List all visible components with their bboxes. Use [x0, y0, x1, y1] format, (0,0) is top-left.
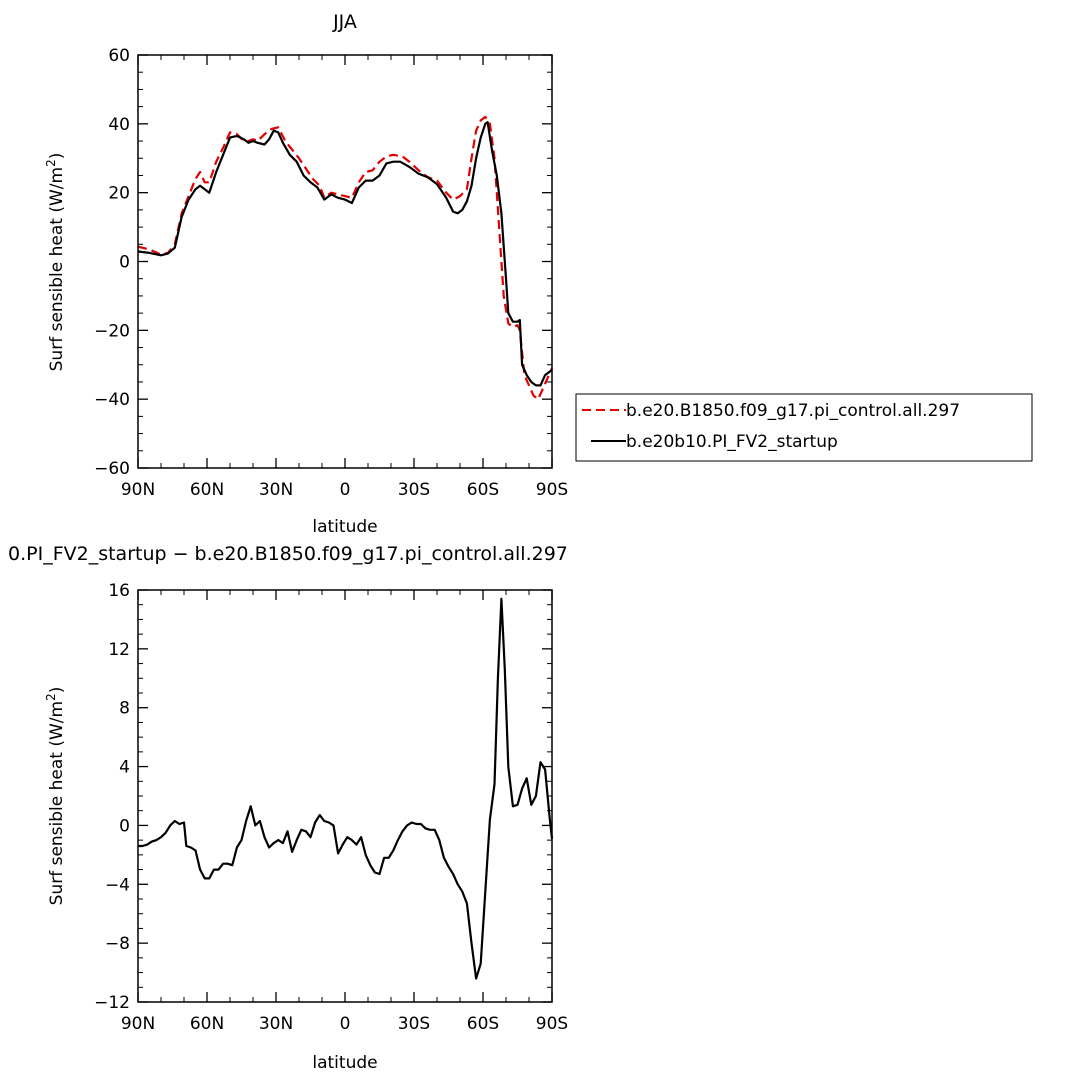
- x-tick-label: 0: [340, 480, 351, 500]
- legend-box: [575, 393, 1033, 462]
- y-tick-label: 0: [119, 816, 130, 836]
- y-tick-label: 16: [108, 581, 130, 601]
- x-tick-label: 90S: [536, 1014, 568, 1034]
- series-line-1-0: [138, 597, 554, 980]
- y-tick-label: 20: [108, 184, 130, 204]
- top-y-tick-labels: −60 −40 −20 0 20 40 60: [94, 46, 130, 479]
- y-tick-label: 60: [108, 46, 130, 66]
- x-tick-label: 60N: [190, 480, 224, 500]
- y-tick-label: −60: [94, 459, 130, 479]
- x-tick-label: 60N: [190, 1014, 224, 1034]
- x-tick-label: 60S: [467, 480, 499, 500]
- top-plot-frame: [137, 54, 553, 469]
- top-y-axis-title: Surf sensible heat (W/m2): [44, 153, 67, 372]
- legend-label-startup: b.e20b10.PI_FV2_startup: [626, 432, 838, 452]
- bottom-x-tick-labels: 90N 60N 30N 0 30S 60S 90S: [121, 1014, 568, 1034]
- y-tick-label: 0: [119, 253, 130, 273]
- x-tick-label: 90N: [121, 480, 155, 500]
- x-tick-label: 90N: [121, 1014, 155, 1034]
- panel-top-chart: JJA −60 −40 −20 0 20 40 60 90N 60N 30N 0 30S 60S 90S…: [44, 11, 568, 537]
- panel-bottom-chart: 0.PI_FV2_startup − b.e20.B1850.f09_g17.p…: [8, 543, 568, 1073]
- y-tick-label: −4: [105, 875, 130, 895]
- x-tick-label: 60S: [467, 1014, 499, 1034]
- x-tick-label: 30S: [398, 480, 430, 500]
- bottom-chart-title: 0.PI_FV2_startup − b.e20.B1850.f09_g17.p…: [8, 543, 568, 565]
- y-tick-label: 40: [108, 115, 130, 135]
- bottom-y-tick-labels: −12 −8 −4 0 4 8 12 16: [94, 581, 130, 1013]
- series-line-0-0: [137, 115, 554, 401]
- y-tick-label: 4: [119, 758, 130, 778]
- bottom-y-axis-title-main: Surf sensible heat (W/m: [47, 701, 67, 905]
- x-tick-label: 30S: [398, 1014, 430, 1034]
- x-tick-label: 90S: [536, 480, 568, 500]
- y-tick-label: −12: [94, 993, 130, 1013]
- x-tick-label: 30N: [259, 480, 293, 500]
- legend: b.e20.B1850.f09_g17.pi_control.all.297 b…: [575, 393, 1033, 462]
- bottom-y-axis-title: Surf sensible heat (W/m2): [44, 687, 67, 906]
- series-line-0-1: [137, 121, 553, 387]
- top-series-lines: [137, 115, 554, 401]
- bottom-plot-frame: [137, 589, 553, 1003]
- y-tick-label: 8: [119, 699, 130, 719]
- y-tick-label: −8: [105, 934, 130, 954]
- top-x-axis-title: latitude: [312, 517, 377, 537]
- y-tick-label: 12: [108, 640, 130, 660]
- bottom-x-axis-title: latitude: [312, 1053, 377, 1073]
- bottom-series-lines: [138, 597, 554, 980]
- bottom-y-axis-title-close: ): [47, 687, 67, 694]
- top-y-axis-title-close: ): [47, 153, 67, 160]
- x-tick-label: 0: [340, 1014, 351, 1034]
- bottom-tick-marks: [137, 589, 553, 1003]
- legend-label-control: b.e20.B1850.f09_g17.pi_control.all.297: [626, 401, 960, 421]
- top-tick-marks: [137, 54, 553, 469]
- y-tick-label: −40: [94, 390, 130, 410]
- y-tick-label: −20: [94, 321, 130, 341]
- top-y-axis-title-main: Surf sensible heat (W/m: [47, 167, 67, 371]
- top-y-axis-title-sup: 2: [44, 159, 58, 167]
- bottom-y-axis-title-sup: 2: [44, 693, 58, 701]
- top-x-tick-labels: 90N 60N 30N 0 30S 60S 90S: [121, 480, 568, 500]
- top-chart-title: JJA: [332, 11, 357, 33]
- x-tick-label: 30N: [259, 1014, 293, 1034]
